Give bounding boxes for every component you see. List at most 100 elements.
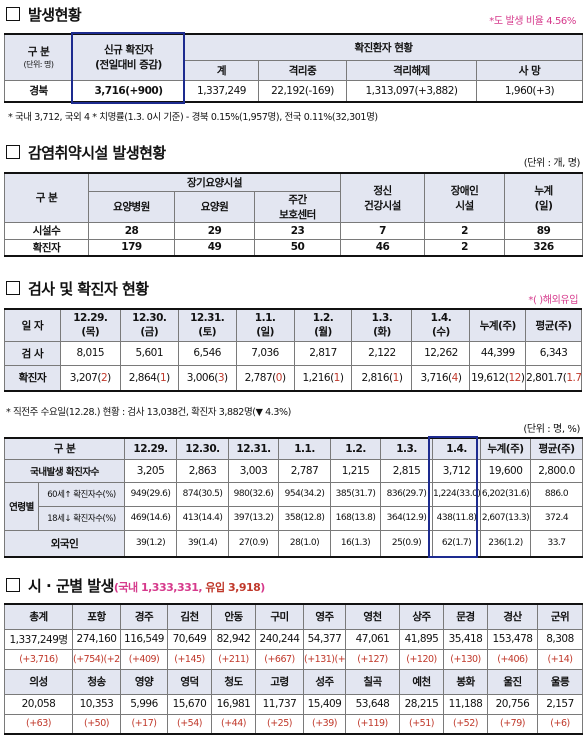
foreign-cell: 62(1.7)	[432, 529, 482, 558]
fac-cell: 29	[174, 221, 255, 240]
region-increase: (+50)	[72, 713, 121, 735]
region-name: 안동	[211, 603, 256, 630]
fac-header-longterm: 장기요양시설	[88, 172, 341, 192]
fac-header-cumulative: 누계 (일)	[504, 172, 583, 223]
age-table: 구 분 12.29. 12.30. 12.31. 1.1. 1.2. 1.3. …	[3, 437, 584, 558]
foreign-row-label: 외국인	[3, 529, 126, 558]
region-value: 240,244	[255, 628, 304, 650]
row-label: 경북	[4, 79, 73, 103]
region-increase: (+409)	[120, 648, 168, 670]
fac-header-gubun: 구 분	[4, 172, 89, 223]
dom-cell: 1,215	[330, 458, 382, 483]
age-header-date: 12.31.	[228, 437, 280, 460]
fac-cell: 2	[424, 238, 505, 257]
foreign-cell: 33.7	[530, 529, 584, 558]
region-increase: (+120)	[399, 648, 444, 670]
domestic-row-label: 국내발생 확진자수	[3, 458, 126, 483]
age18-cell: 413(14.4)	[176, 505, 230, 531]
test-header-day: 12.31. (토)	[177, 308, 237, 342]
header-released: 격리해제	[346, 59, 477, 81]
age60-cell: 1,224(33.0)	[432, 481, 482, 507]
region-increase: (+51)	[399, 713, 444, 735]
region-value: 2,157	[537, 693, 583, 715]
conf-cell: 1,216(1)	[293, 364, 353, 392]
region-name: 포항	[72, 603, 121, 630]
total-value: 1,337,249	[184, 79, 259, 103]
region-value: 35,418	[443, 628, 488, 650]
region-name: 의성	[4, 668, 73, 695]
fac-cell: 50	[254, 238, 341, 257]
age18-cell: 364(12.9)	[380, 505, 434, 531]
conf-cell: 3,006(3)	[177, 364, 237, 392]
region-name: 영주	[303, 603, 346, 630]
age-header-date: 1.2.	[330, 437, 382, 460]
facility-table: 구 분 장기요양시설 정신 건강시설 장애인 시설 누계 (일) 요양병원 요양원 주…	[4, 172, 583, 257]
section-title-facilities: 감염취약시설 발생현황	[6, 142, 166, 163]
region-name: 청도	[211, 668, 256, 695]
region-name: 성주	[303, 668, 346, 695]
fac-cell: 28	[88, 221, 175, 240]
age18-cell: 2,607(13.3)	[480, 505, 532, 531]
region-name: 영천	[345, 603, 400, 630]
region-name: 경주	[120, 603, 168, 630]
age60-cell: 949(29.6)	[124, 481, 178, 507]
region-name: 울진	[487, 668, 538, 695]
region-value: 153,478	[487, 628, 538, 650]
test-header-day: 1.3. (화)	[351, 308, 413, 342]
header-death: 사 망	[476, 59, 583, 81]
region-value: 20,756	[487, 693, 538, 715]
region-name: 봉화	[443, 668, 488, 695]
age18-cell: 397(13.2)	[228, 505, 280, 531]
region-name: 경산	[487, 603, 538, 630]
section-title-regions: 시 · 군별 발생(국내 1,333,331, 유입 3,918)	[6, 575, 265, 596]
region-name: 총계	[4, 603, 73, 630]
region-value: 53,648	[345, 693, 400, 715]
age60-cell: 6,202(31.6)	[480, 481, 532, 507]
conf-cell: 2,801.7(1.7)	[525, 364, 582, 392]
region-value: 15,670	[167, 693, 212, 715]
test-cell: 5,601	[119, 340, 179, 366]
age-header-date: 1.1.	[278, 437, 332, 460]
fac-cell: 46	[340, 238, 425, 257]
region-increase: (+3,716)	[4, 648, 73, 670]
header-gubun: 구 분 (단위: 명)	[4, 33, 73, 81]
fac-header-mental: 정신 건강시설	[340, 172, 425, 223]
isolation-value: 22,192(-169)	[258, 79, 347, 103]
region-table: 총계 포항 경주 김천 안동 구미 영주 영천 상주 문경 경산 군위 1,337,249명 274,1…	[4, 603, 583, 735]
region-increase: (+667)	[255, 648, 304, 670]
fac-cell: 23	[254, 221, 341, 240]
conf-cell: 3,207(2)	[59, 364, 121, 392]
region-name: 김천	[167, 603, 212, 630]
region-name: 울릉	[537, 668, 583, 695]
foreign-cell: 27(0.9)	[228, 529, 280, 558]
foreign-cell: 236(1.2)	[480, 529, 532, 558]
header-isolation: 격리중	[258, 59, 347, 81]
age18-cell: 358(12.8)	[278, 505, 332, 531]
facility-unit: (단위 : 개, 명)	[523, 158, 581, 169]
dom-cell: 3,205	[124, 458, 178, 483]
region-increase: (+754)(+2)	[72, 648, 121, 670]
region-value: 20,058	[4, 693, 73, 715]
test-header-day: 1.1. (일)	[235, 308, 295, 342]
region-name: 영덕	[167, 668, 212, 695]
age18-cell: 168(13.8)	[330, 505, 382, 531]
fac-cell: 49	[174, 238, 255, 257]
header-total: 계	[184, 59, 259, 81]
age-header-gubun: 구 분	[3, 437, 126, 460]
test-header-day: 12.29. (목)	[59, 308, 121, 342]
region-value: 116,549	[120, 628, 168, 650]
conf-cell: 2,787(0)	[235, 364, 295, 392]
dom-cell: 2,787	[278, 458, 332, 483]
region-value: 70,649	[167, 628, 212, 650]
age18-label: 18세↓ 확진자수(%)	[37, 505, 126, 531]
region-value: 1,337,249명	[4, 628, 73, 650]
test-cell: 6,343	[525, 340, 582, 366]
age60-cell: 836(29.7)	[380, 481, 434, 507]
region-increase: (+145)	[167, 648, 212, 670]
region-increase: (+131)(+2)	[303, 648, 346, 670]
age60-cell: 385(31.7)	[330, 481, 382, 507]
age-header-date: 1.4.	[432, 437, 482, 460]
region-value: 10,353	[72, 693, 121, 715]
region-value: 11,737	[255, 693, 304, 715]
region-increase: (+127)	[345, 648, 400, 670]
